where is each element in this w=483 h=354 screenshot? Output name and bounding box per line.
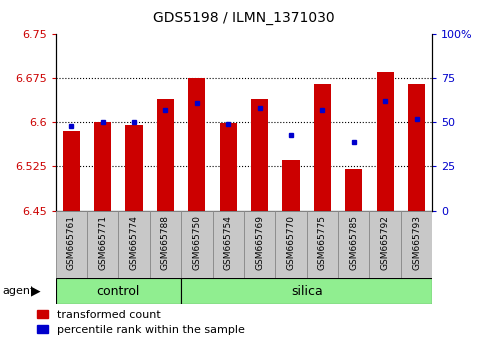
Bar — [157, 98, 174, 211]
Text: GSM665785: GSM665785 — [349, 216, 358, 270]
FancyBboxPatch shape — [87, 211, 118, 278]
FancyBboxPatch shape — [181, 278, 432, 304]
Text: GSM665754: GSM665754 — [224, 216, 233, 270]
Text: GSM665769: GSM665769 — [255, 216, 264, 270]
Text: GSM665788: GSM665788 — [161, 216, 170, 270]
Legend: transformed count, percentile rank within the sample: transformed count, percentile rank withi… — [37, 310, 245, 335]
Text: GSM665792: GSM665792 — [381, 216, 390, 270]
Bar — [408, 84, 425, 211]
Text: GSM665750: GSM665750 — [192, 216, 201, 270]
FancyBboxPatch shape — [275, 211, 307, 278]
Text: control: control — [97, 285, 140, 298]
Bar — [314, 84, 331, 211]
FancyBboxPatch shape — [401, 211, 432, 278]
FancyBboxPatch shape — [118, 211, 150, 278]
Bar — [251, 98, 268, 211]
FancyBboxPatch shape — [181, 211, 213, 278]
Text: GSM665793: GSM665793 — [412, 216, 421, 270]
Bar — [126, 125, 142, 211]
FancyBboxPatch shape — [307, 211, 338, 278]
Bar — [377, 72, 394, 211]
FancyBboxPatch shape — [338, 211, 369, 278]
Bar — [220, 123, 237, 211]
Bar — [283, 160, 299, 211]
Text: GSM665771: GSM665771 — [98, 216, 107, 270]
Text: GSM665770: GSM665770 — [286, 216, 296, 270]
FancyBboxPatch shape — [56, 211, 87, 278]
FancyBboxPatch shape — [213, 211, 244, 278]
FancyBboxPatch shape — [369, 211, 401, 278]
Bar — [188, 78, 205, 211]
Bar — [94, 122, 111, 211]
Text: ▶: ▶ — [31, 285, 41, 298]
Text: silica: silica — [291, 285, 323, 298]
Text: agent: agent — [2, 286, 35, 296]
Bar — [345, 169, 362, 211]
FancyBboxPatch shape — [244, 211, 275, 278]
Text: GSM665774: GSM665774 — [129, 216, 139, 270]
Bar — [63, 131, 80, 211]
Text: GDS5198 / ILMN_1371030: GDS5198 / ILMN_1371030 — [153, 11, 335, 25]
Text: GSM665761: GSM665761 — [67, 216, 76, 270]
FancyBboxPatch shape — [56, 278, 181, 304]
Text: GSM665775: GSM665775 — [318, 216, 327, 270]
FancyBboxPatch shape — [150, 211, 181, 278]
